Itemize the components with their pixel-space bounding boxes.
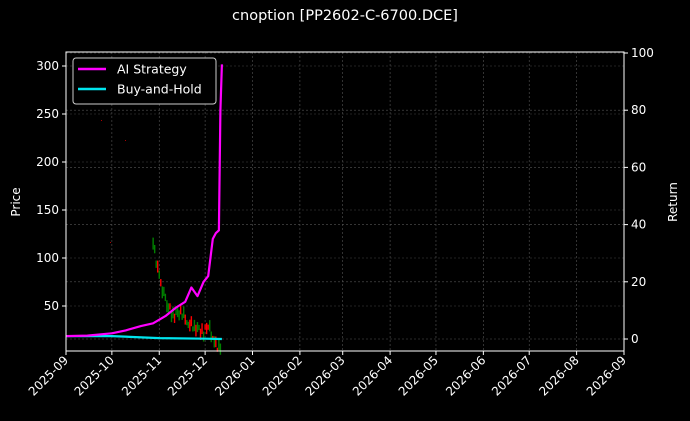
x-tick-label: 2026-07 — [489, 353, 534, 398]
x-tick-label: 2026-09 — [584, 353, 629, 398]
x-tick-label: 2026-06 — [443, 353, 488, 398]
legend-label: Buy-and-Hold — [117, 82, 202, 97]
y-tick-label-right: 60 — [631, 160, 646, 174]
price-candle — [209, 320, 211, 332]
y-tick-label-left: 250 — [36, 107, 59, 121]
y-tick-label-left: 300 — [36, 59, 59, 73]
price-candle — [216, 347, 219, 352]
y-tick-label-right: 20 — [631, 275, 646, 289]
x-tick-label: 2026-01 — [212, 353, 257, 398]
price-candle — [219, 343, 222, 355]
y-tick-label-left: 150 — [36, 203, 59, 217]
x-tick-label: 2025-12 — [165, 353, 210, 398]
return-lines — [65, 64, 223, 341]
x-tick-label: 2025-09 — [26, 353, 71, 398]
price-candle — [152, 237, 154, 250]
price-candle — [218, 339, 220, 351]
price-candle — [167, 303, 170, 313]
price-candle — [213, 336, 215, 348]
price-candle — [160, 279, 162, 287]
series-line-ai-strategy — [65, 64, 223, 338]
price-candle — [169, 303, 171, 310]
x-tick-label: 2026-03 — [302, 353, 347, 398]
price-candle — [198, 324, 200, 331]
price-candle — [201, 323, 203, 334]
series-line-buy-and-hold — [66, 335, 222, 341]
price-candle — [196, 322, 199, 333]
price-candle — [175, 308, 177, 316]
price-candle — [161, 286, 164, 299]
price-candle — [210, 331, 212, 343]
legend-label: AI Strategy — [117, 62, 187, 77]
price-candle — [205, 322, 208, 335]
legend: AI Strategy Buy-and-Hold — [72, 57, 217, 105]
price-candle — [164, 293, 167, 302]
price-candle — [179, 305, 182, 315]
y-tick-label-right: 80 — [631, 103, 646, 117]
price-candle — [199, 328, 202, 340]
price-candle — [184, 314, 186, 325]
price-candle — [183, 306, 185, 319]
price-candle — [215, 336, 217, 348]
price-candle — [195, 324, 197, 337]
price-candle — [155, 260, 157, 268]
price-candle — [173, 313, 176, 323]
plot-frame — [65, 51, 625, 352]
price-candle — [186, 320, 188, 326]
y-tick-label-right: 0 — [631, 332, 639, 346]
y-tick-label-right: 100 — [631, 46, 654, 60]
price-candle — [204, 324, 206, 330]
x-tick-label: 2026-05 — [396, 353, 441, 398]
x-tick-label: 2026-08 — [536, 353, 581, 398]
price-candle — [176, 305, 179, 318]
y-tick-label-left: 50 — [44, 299, 59, 313]
x-tick-label: 2025-10 — [72, 353, 117, 398]
x-tick-label: 2025-11 — [119, 353, 164, 398]
price-candle — [153, 244, 156, 254]
y-tick-label-left: 200 — [36, 155, 59, 169]
price-candle — [178, 310, 180, 321]
price-candle — [163, 286, 165, 297]
price-candle — [158, 270, 160, 279]
price-candle — [202, 331, 205, 342]
y-tick-label-left: 100 — [36, 251, 59, 265]
price-candle — [207, 324, 209, 330]
x-tick-label: 2026-02 — [260, 353, 305, 398]
price-candle — [172, 306, 174, 319]
y-axis-label-left: Price — [9, 187, 23, 216]
price-candle — [170, 310, 173, 323]
legend-box — [72, 57, 217, 105]
price-candle — [187, 321, 190, 329]
price-candle — [157, 260, 159, 273]
y-tick-label-right: 40 — [631, 218, 646, 232]
x-tick-label: 2026-04 — [350, 353, 395, 398]
price-candle — [192, 326, 194, 332]
price-candles — [101, 95, 222, 355]
chart-title: cnoption [PP2602-C-6700.DCE] — [232, 8, 458, 24]
y-axis-label-right: Return — [666, 182, 680, 222]
price-candle — [181, 313, 183, 320]
price-candle — [189, 319, 191, 332]
price-candle — [193, 319, 196, 332]
price-candle — [166, 300, 168, 313]
price-candle — [190, 316, 193, 327]
